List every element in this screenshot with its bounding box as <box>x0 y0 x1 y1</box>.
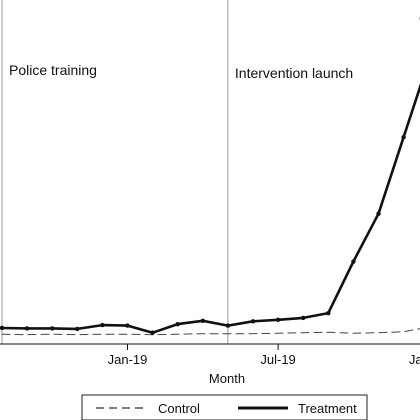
treatment-point <box>175 321 180 327</box>
control-line <box>1 328 420 336</box>
annotation-label: COVID-19 lockdown <box>419 10 420 26</box>
treatment-point <box>125 323 130 328</box>
treatment-point <box>100 322 105 328</box>
treatment-point <box>326 310 331 316</box>
x-tick-label: Jul-19 <box>260 352 295 367</box>
treatment-point <box>250 319 256 324</box>
treatment-point <box>351 259 356 264</box>
x-axis-label: Month <box>209 371 245 386</box>
treatment-point <box>50 326 55 331</box>
treatment-line <box>0 83 420 335</box>
treatment-point <box>275 317 281 323</box>
treatment-point <box>75 326 80 332</box>
legend-control-label: Control <box>158 401 200 416</box>
x-tick-label: Jan-19 <box>108 352 148 367</box>
treatment-point <box>150 330 155 335</box>
legend: Control Treatment <box>81 394 368 420</box>
annotation-label: Intervention launch <box>235 65 353 81</box>
treatment-point <box>200 318 205 323</box>
x-tick-label: Jan-20 <box>409 352 420 367</box>
treatment-point <box>225 323 231 328</box>
legend-treatment-label: Treatment <box>298 401 357 416</box>
treatment-point <box>376 211 381 216</box>
treatment-point <box>0 325 5 331</box>
treatment-point <box>24 326 30 331</box>
treatment-point <box>401 135 406 140</box>
annotation-label: Police training <box>9 62 97 78</box>
treatment-point <box>301 315 306 321</box>
